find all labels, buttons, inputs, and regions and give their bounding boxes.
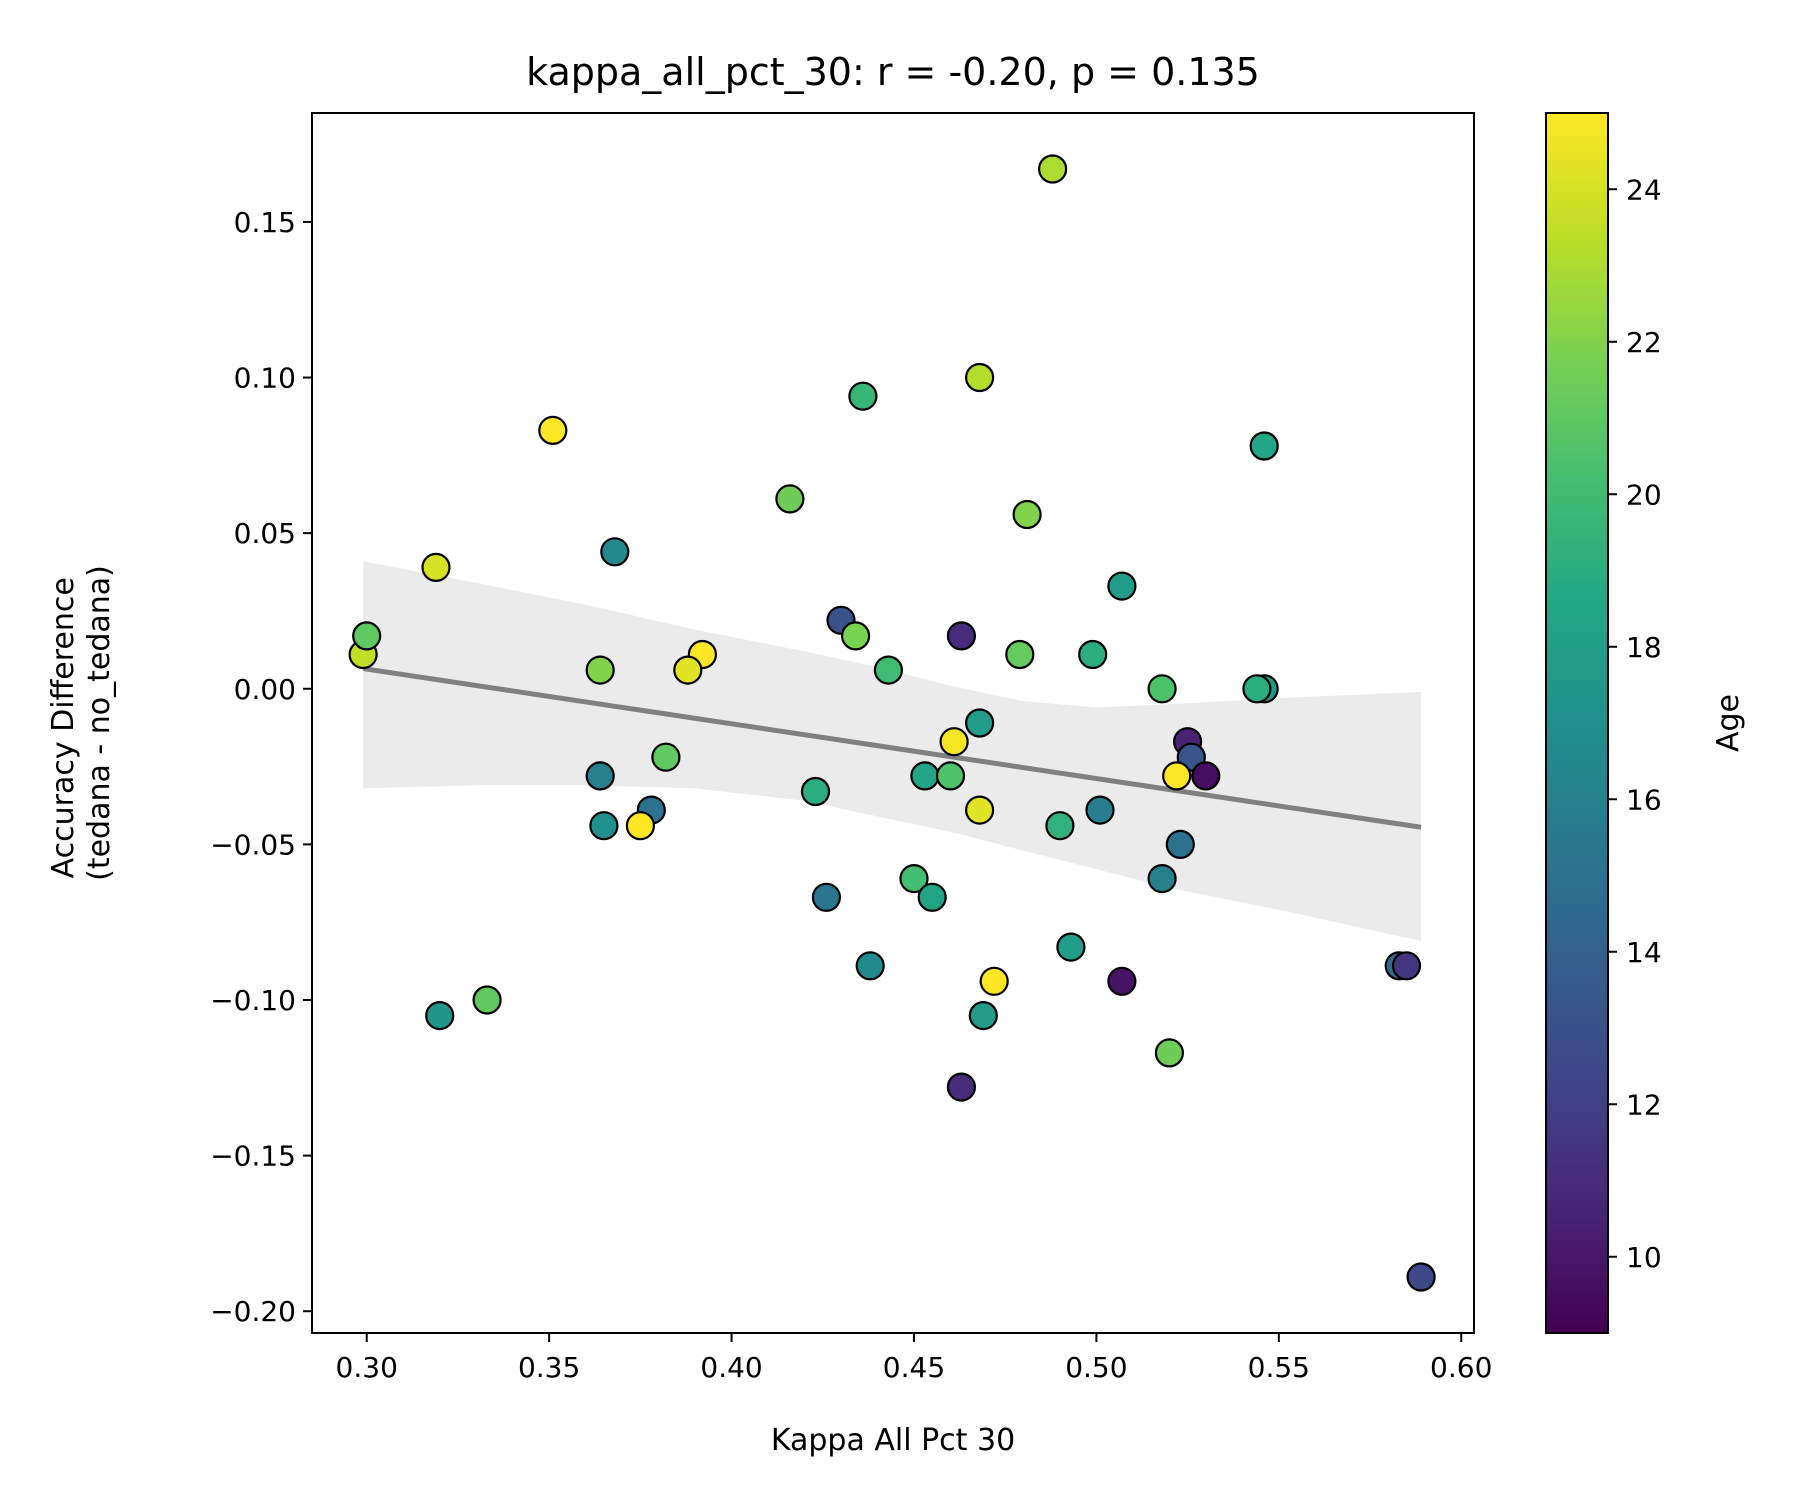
data-point	[964, 708, 995, 738]
data-point	[964, 795, 995, 825]
y-tick-label: 0.00	[234, 673, 296, 706]
data-point	[1085, 795, 1115, 825]
data-point	[1147, 863, 1177, 894]
data-point	[946, 1072, 977, 1102]
data-point	[899, 863, 929, 894]
x-axis: 0.30 0.35 0.40 0.45 0.50 0.55 0.60	[336, 1333, 1492, 1384]
data-point	[811, 882, 842, 912]
data-point	[848, 381, 878, 411]
data-point	[979, 966, 1009, 996]
data-point	[589, 811, 619, 841]
data-point	[910, 761, 940, 791]
x-tick-label: 0.35	[518, 1351, 580, 1384]
data-point	[946, 621, 977, 651]
data-point	[1005, 639, 1035, 670]
x-tick-label: 0.45	[883, 1351, 945, 1384]
data-point	[1078, 639, 1108, 670]
data-point	[939, 727, 969, 757]
y-axis-label-line1: Accuracy Difference	[46, 577, 81, 878]
colorbar-ticks: 10 12 14 16 18 20 22 24	[1608, 173, 1662, 1274]
colorbar: 10 12 14 16 18 20 22 24 Age	[1545, 112, 1746, 1334]
colorbar-tick-label: 22	[1626, 326, 1662, 359]
data-point	[1147, 674, 1177, 704]
data-point	[1037, 154, 1068, 184]
data-point	[625, 811, 656, 841]
colorbar-tick-label: 24	[1626, 173, 1662, 206]
data-point	[1391, 951, 1422, 981]
x-tick-label: 0.30	[336, 1351, 398, 1384]
y-axis: 0.15 0.10 0.05 0.00 −0.05 −0.10 −0.15 −0.20	[210, 206, 312, 1328]
y-tick-label: 0.05	[234, 517, 296, 550]
data-point	[1107, 571, 1137, 601]
data-point	[1242, 674, 1272, 704]
y-tick-label: 0.10	[234, 362, 296, 395]
data-point	[1165, 829, 1195, 860]
y-tick-label: −0.20	[210, 1295, 296, 1328]
colorbar-tick-label: 16	[1626, 783, 1662, 816]
x-axis-label: Kappa All Pct 30	[771, 1423, 1015, 1458]
x-tick-label: 0.50	[1065, 1351, 1127, 1384]
data-point	[651, 742, 681, 772]
data-point	[873, 655, 904, 685]
y-axis-label-line2: (tedana - no_tedana)	[82, 565, 117, 881]
chart-title: kappa_all_pct_30: r = -0.20, p = 0.135	[526, 50, 1260, 94]
data-point	[1056, 932, 1086, 962]
data-point	[1045, 811, 1075, 841]
data-point	[538, 415, 568, 445]
data-point	[968, 1000, 998, 1031]
data-point	[1191, 761, 1221, 791]
data-point	[1154, 1038, 1185, 1068]
data-point	[673, 655, 703, 685]
data-point	[840, 621, 871, 651]
data-point	[472, 985, 502, 1015]
colorbar-tick-label: 12	[1626, 1088, 1662, 1121]
y-tick-label: −0.05	[210, 828, 296, 861]
x-tick-label: 0.40	[700, 1351, 762, 1384]
confidence-band	[363, 561, 1422, 941]
data-point	[800, 776, 831, 807]
data-point	[1162, 761, 1192, 791]
plot-area: 0.30 0.35 0.40 0.45 0.50 0.55 0.60 0.15 0.10 0.0…	[210, 112, 1492, 1384]
colorbar-label: Age	[1711, 694, 1746, 752]
data-point	[352, 621, 382, 651]
colorbar-tick-label: 20	[1626, 478, 1662, 511]
x-tick-label: 0.60	[1430, 1351, 1492, 1384]
data-point	[935, 761, 966, 791]
regression-line	[362, 666, 1422, 830]
data-point	[917, 882, 947, 912]
data-point	[1249, 431, 1279, 461]
data-point	[585, 761, 615, 791]
colorbar-tick-label: 10	[1626, 1241, 1662, 1274]
data-point	[585, 655, 615, 685]
y-tick-label: 0.15	[234, 206, 296, 239]
y-tick-label: −0.15	[210, 1140, 296, 1173]
data-point	[421, 552, 451, 583]
colorbar-gradient	[1545, 112, 1609, 1334]
plot-frame	[311, 112, 1475, 1334]
x-tick-label: 0.55	[1248, 1351, 1310, 1384]
y-axis-label: Accuracy Difference (tedana - no_tedana)	[46, 565, 117, 881]
data-point	[1107, 966, 1137, 996]
data-point	[1012, 499, 1042, 530]
data-point	[964, 362, 995, 393]
data-point	[775, 484, 805, 514]
data-point	[600, 537, 630, 567]
data-point	[425, 1000, 455, 1031]
data-point	[855, 951, 885, 981]
colorbar-tick-label: 18	[1626, 631, 1662, 664]
y-tick-label: −0.10	[210, 984, 296, 1017]
data-point	[1406, 1262, 1436, 1292]
colorbar-tick-label: 14	[1626, 936, 1662, 969]
